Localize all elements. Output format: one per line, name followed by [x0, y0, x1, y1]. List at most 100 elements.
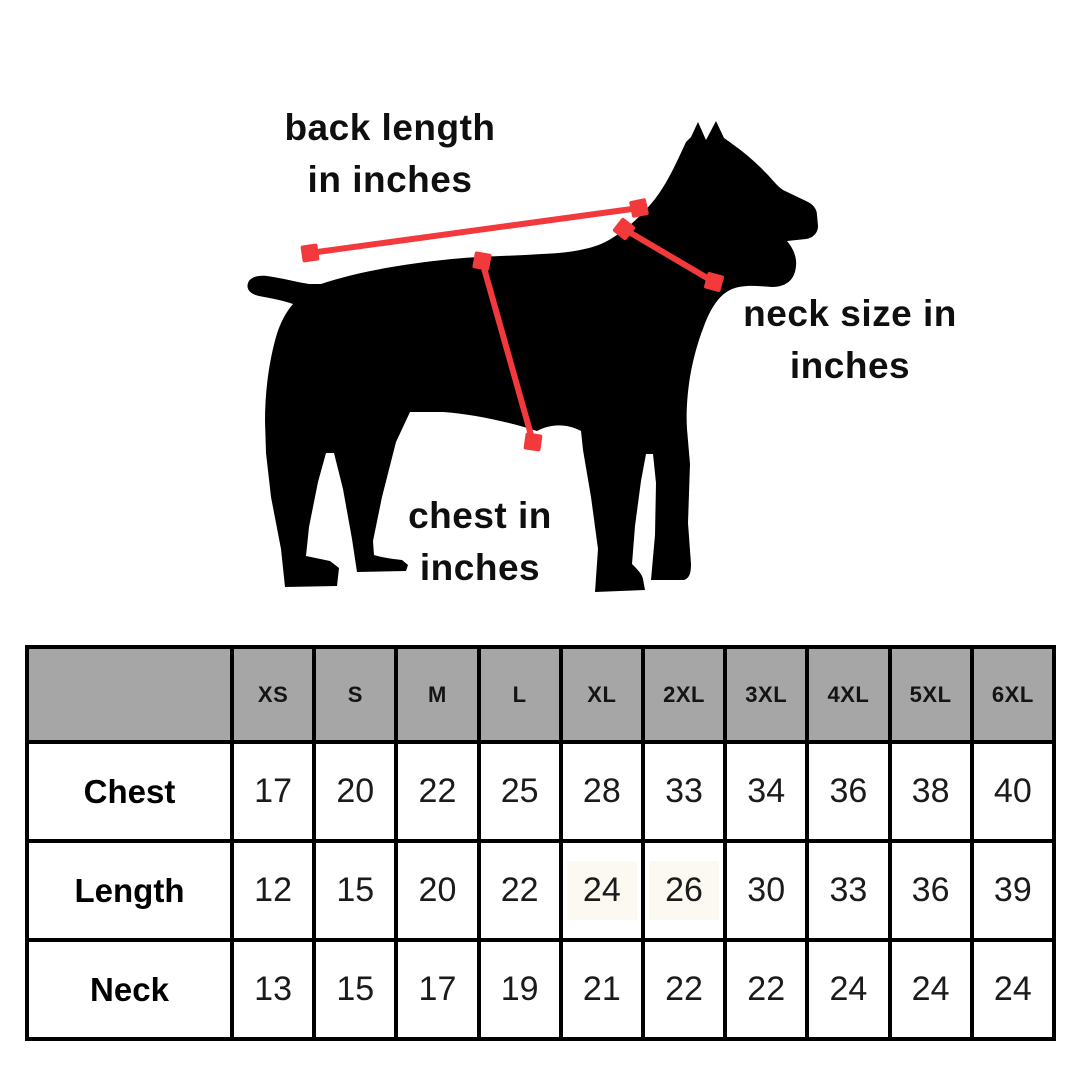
size-value-cell: 22 [394, 740, 481, 843]
neck-endpoint-top [612, 217, 636, 241]
size-table-row-chest: Chest 17 20 22 25 28 33 34 36 38 40 [25, 740, 1057, 843]
size-value: 26 [649, 861, 719, 920]
neck-size-line [612, 217, 724, 292]
chest-line [472, 251, 543, 452]
size-value: 30 [747, 871, 786, 909]
back-length-label-line1: back length [284, 107, 496, 148]
neck-size-label: neck size in inches [690, 288, 1010, 392]
size-value: 22 [665, 970, 703, 1008]
size-value: 24 [911, 970, 950, 1008]
neck-endpoint-bottom [704, 272, 724, 292]
size-column-header-4xl: 4XL [805, 645, 892, 744]
size-value-cell: 34 [723, 740, 810, 843]
size-table-row-neck: Neck 13 15 17 19 21 22 22 24 24 24 [25, 938, 1057, 1041]
corner-header-cell [25, 645, 234, 744]
size-value: 22 [418, 772, 457, 810]
size-value-cell: 17 [229, 740, 317, 843]
size-value-cell: 20 [312, 740, 399, 843]
chest-label-line2: inches [419, 547, 541, 588]
size-column-header-xl: XL [558, 645, 645, 744]
size-value-cell: 24 [805, 938, 892, 1041]
size-table-row-length: Length 12 15 20 22 24 26 30 33 36 39 [25, 839, 1057, 942]
size-value-cell: 24 [887, 938, 974, 1041]
size-value: 21 [582, 970, 621, 1008]
size-value-cell: 22 [640, 938, 728, 1041]
row-header-length: Length [25, 839, 234, 942]
back-length-label: back length in inches [230, 102, 550, 206]
size-value-cell: 33 [640, 740, 728, 843]
size-value: 24 [829, 970, 868, 1008]
dog-silhouette [247, 121, 819, 592]
size-value-cell: 28 [558, 740, 645, 843]
size-value: 28 [582, 772, 621, 810]
size-value: 34 [747, 772, 786, 810]
size-value: 39 [993, 871, 1032, 909]
size-value-cell: 36 [805, 740, 892, 843]
size-column-header-6xl: 6XL [969, 645, 1057, 744]
neck-size-label-line1: neck size in [743, 293, 957, 334]
size-value-cell: 36 [887, 839, 974, 942]
back-length-label-line2: in inches [307, 159, 473, 200]
chest-label-line1: chest in [408, 495, 552, 536]
size-value: 15 [336, 871, 375, 909]
measurement-lines [300, 198, 724, 452]
size-value-cell: 20 [394, 839, 481, 942]
size-value: 17 [418, 970, 457, 1008]
size-column-header-m: M [394, 645, 481, 744]
size-value-cell: 17 [394, 938, 481, 1041]
size-value: 19 [500, 970, 539, 1008]
size-value-cell: 15 [312, 938, 399, 1041]
size-value: 12 [254, 871, 292, 909]
size-value: 36 [829, 772, 868, 810]
size-value: 24 [566, 861, 637, 920]
size-table-header-row: XS S M L XL 2XL 3XL 4XL 5XL 6XL [25, 645, 1057, 744]
size-table-body: Chest 17 20 22 25 28 33 34 36 38 40 Length 12 15 20 22 2… [25, 740, 1057, 1041]
size-value-cell: 12 [229, 839, 317, 942]
back-length-endpoint-left [300, 243, 320, 263]
size-value: 13 [254, 970, 292, 1008]
size-value-cell: 24 [969, 938, 1057, 1041]
size-value-cell: 39 [969, 839, 1057, 942]
size-value: 36 [911, 871, 950, 909]
back-length-endpoint-right [629, 198, 649, 218]
size-column-header-l: L [476, 645, 563, 744]
size-value: 20 [418, 871, 457, 909]
size-value: 15 [336, 970, 375, 1008]
chest-endpoint-bottom [523, 432, 543, 452]
size-value-cell: 25 [476, 740, 563, 843]
size-column-header-2xl: 2XL [640, 645, 728, 744]
size-value-cell: 22 [476, 839, 563, 942]
size-value: 33 [829, 871, 868, 909]
size-value: 17 [254, 772, 292, 810]
size-value-cell: 33 [805, 839, 892, 942]
size-value: 22 [500, 871, 539, 909]
size-value-cell: 24 [558, 839, 645, 942]
size-table-header: XS S M L XL 2XL 3XL 4XL 5XL 6XL [25, 645, 1057, 744]
row-header-chest: Chest [25, 740, 234, 843]
size-value: 22 [747, 970, 786, 1008]
size-value: 20 [336, 772, 375, 810]
back-length-line [300, 198, 649, 263]
size-value-cell: 21 [558, 938, 645, 1041]
size-value-cell: 38 [887, 740, 974, 843]
size-value-cell: 19 [476, 938, 563, 1041]
size-value-cell: 15 [312, 839, 399, 942]
size-value-cell: 40 [969, 740, 1057, 843]
neck-size-label-line2: inches [789, 345, 911, 386]
size-value-cell: 30 [723, 839, 810, 942]
size-column-header-3xl: 3XL [723, 645, 810, 744]
size-table: XS S M L XL 2XL 3XL 4XL 5XL 6XL Chest 17 20 22 25 28 33… [25, 645, 1057, 1041]
size-value: 24 [993, 970, 1032, 1008]
size-value-cell: 13 [229, 938, 317, 1041]
chest-endpoint-top [472, 251, 492, 271]
size-column-header-5xl: 5XL [887, 645, 974, 744]
size-value-cell: 26 [640, 839, 728, 942]
size-column-header-xs: XS [229, 645, 317, 744]
size-column-header-s: S [312, 645, 399, 744]
size-value: 33 [665, 772, 703, 810]
size-value: 40 [993, 772, 1032, 810]
size-value-cell: 22 [723, 938, 810, 1041]
size-value: 25 [500, 772, 539, 810]
chest-label: chest in inches [320, 490, 640, 594]
